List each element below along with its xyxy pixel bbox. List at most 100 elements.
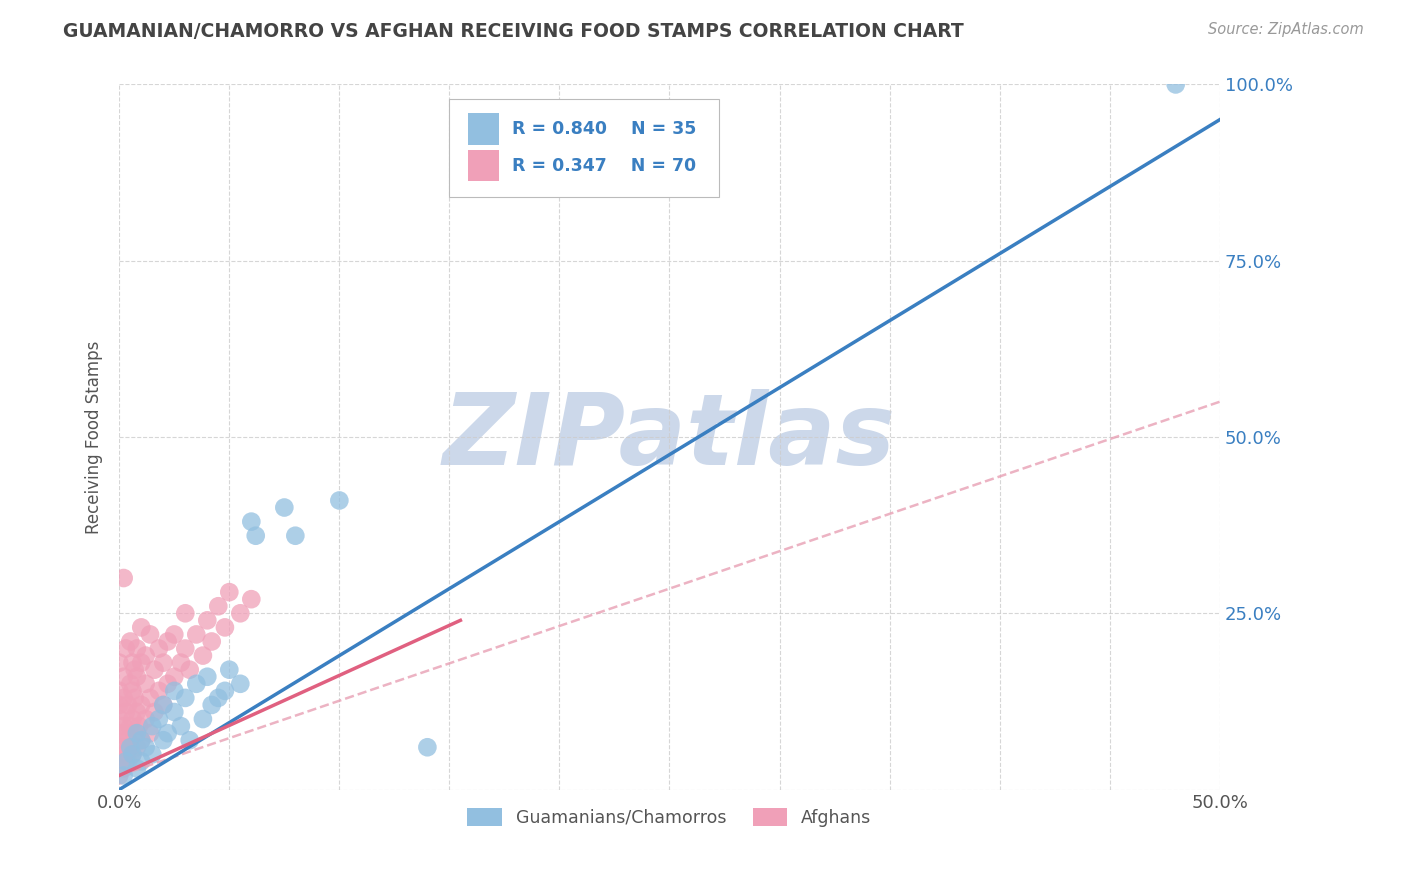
FancyBboxPatch shape — [468, 150, 499, 181]
Point — [135, 740, 157, 755]
Point — [121, 747, 143, 762]
Point — [143, 705, 166, 719]
Point — [121, 683, 143, 698]
Point — [124, 663, 146, 677]
Point — [141, 719, 163, 733]
Point — [214, 620, 236, 634]
Point — [129, 620, 152, 634]
Point — [120, 719, 142, 733]
FancyBboxPatch shape — [450, 98, 718, 197]
Point — [135, 677, 157, 691]
Point — [115, 755, 138, 769]
Y-axis label: Receiving Food Stamps: Receiving Food Stamps — [86, 341, 103, 533]
Point — [129, 755, 152, 769]
Point — [115, 747, 138, 762]
Point — [148, 712, 170, 726]
Point — [121, 712, 143, 726]
Point — [174, 607, 197, 621]
Point — [152, 698, 174, 712]
Point — [115, 705, 138, 719]
Point — [191, 712, 214, 726]
Point — [108, 698, 131, 712]
Point — [1164, 78, 1187, 92]
Text: R = 0.347    N = 70: R = 0.347 N = 70 — [512, 156, 696, 175]
Point — [120, 634, 142, 648]
Point — [179, 733, 201, 747]
Point — [121, 747, 143, 762]
Point — [125, 670, 148, 684]
Point — [108, 683, 131, 698]
Point — [148, 641, 170, 656]
Point — [191, 648, 214, 663]
Point — [207, 599, 229, 614]
Point — [124, 726, 146, 740]
Point — [273, 500, 295, 515]
Point — [129, 698, 152, 712]
Point — [174, 641, 197, 656]
Point — [179, 663, 201, 677]
Point — [125, 705, 148, 719]
Point — [115, 726, 138, 740]
Point — [108, 656, 131, 670]
Point — [115, 641, 138, 656]
Legend: Guamanians/Chamorros, Afghans: Guamanians/Chamorros, Afghans — [461, 801, 879, 834]
Point — [156, 726, 179, 740]
Point — [117, 755, 139, 769]
Point — [139, 627, 162, 641]
Point — [112, 670, 135, 684]
Point — [108, 740, 131, 755]
Point — [129, 733, 152, 747]
Point — [112, 571, 135, 585]
Point — [120, 740, 142, 755]
Point — [112, 719, 135, 733]
Point — [174, 690, 197, 705]
Point — [163, 705, 186, 719]
Point — [112, 690, 135, 705]
Point — [229, 677, 252, 691]
Point — [156, 634, 179, 648]
Point — [112, 740, 135, 755]
Point — [125, 740, 148, 755]
Point — [195, 613, 218, 627]
Point — [207, 690, 229, 705]
Point — [328, 493, 350, 508]
Point — [108, 768, 131, 782]
Point — [214, 683, 236, 698]
Point — [108, 726, 131, 740]
Point — [245, 529, 267, 543]
Point — [240, 592, 263, 607]
Point — [195, 670, 218, 684]
Point — [108, 712, 131, 726]
Point — [218, 585, 240, 599]
Point — [112, 768, 135, 782]
Point — [240, 515, 263, 529]
Point — [125, 726, 148, 740]
Point — [170, 719, 193, 733]
Point — [129, 656, 152, 670]
Point — [117, 698, 139, 712]
Point — [135, 712, 157, 726]
Point — [170, 656, 193, 670]
Text: R = 0.840    N = 35: R = 0.840 N = 35 — [512, 120, 696, 138]
Point — [416, 740, 439, 755]
Point — [139, 726, 162, 740]
Point — [156, 677, 179, 691]
Point — [201, 698, 224, 712]
FancyBboxPatch shape — [468, 113, 499, 145]
Point — [125, 641, 148, 656]
Point — [117, 733, 139, 747]
Point — [129, 733, 152, 747]
Text: Source: ZipAtlas.com: Source: ZipAtlas.com — [1208, 22, 1364, 37]
Point — [120, 677, 142, 691]
Point — [124, 690, 146, 705]
Point — [163, 683, 186, 698]
Point — [284, 529, 307, 543]
Point — [125, 761, 148, 775]
Point — [163, 627, 186, 641]
Text: GUAMANIAN/CHAMORRO VS AFGHAN RECEIVING FOOD STAMPS CORRELATION CHART: GUAMANIAN/CHAMORRO VS AFGHAN RECEIVING F… — [63, 22, 965, 41]
Point — [152, 656, 174, 670]
Point — [108, 755, 131, 769]
Point — [218, 663, 240, 677]
Point — [148, 683, 170, 698]
Point — [186, 627, 208, 641]
